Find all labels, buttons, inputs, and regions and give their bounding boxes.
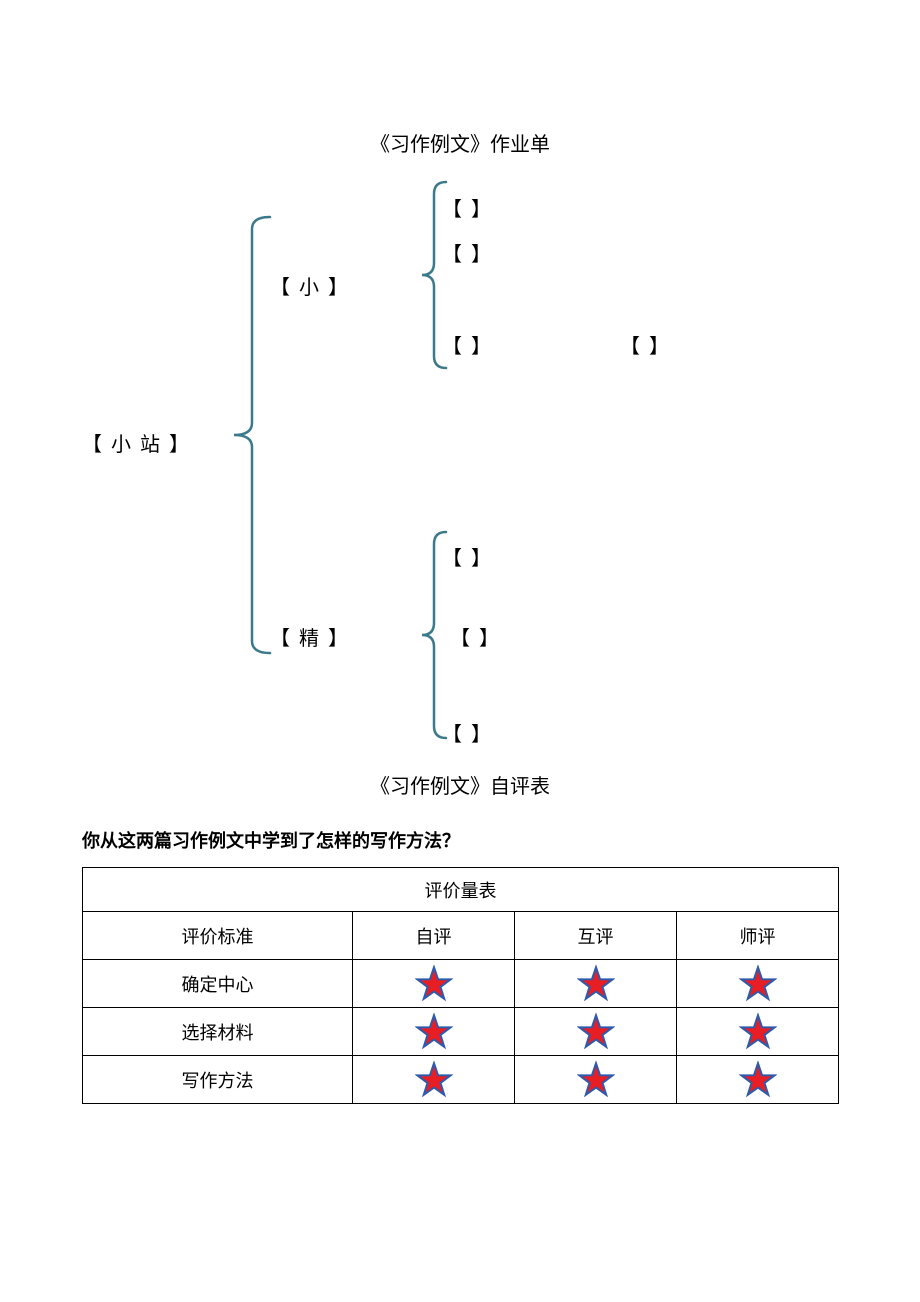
table-cell-star xyxy=(353,1056,515,1104)
diagram-root: 【 小 站 】 xyxy=(82,428,191,457)
table-column-header: 评价标准 xyxy=(83,912,353,960)
diagram-leaf: 【 】 xyxy=(442,718,493,747)
table-title: 评价量表 xyxy=(83,868,839,912)
table-row-label: 写作方法 xyxy=(83,1056,353,1104)
star-icon xyxy=(577,965,615,1003)
star-icon xyxy=(739,1061,777,1099)
brace-main xyxy=(232,215,272,655)
diagram-leaf: 【 】 xyxy=(442,330,493,359)
table-cell-star xyxy=(353,1008,515,1056)
diagram-leaf: 【 】 xyxy=(442,238,493,267)
table-cell-star xyxy=(677,960,839,1008)
table-row-label: 选择材料 xyxy=(83,1008,353,1056)
star-icon xyxy=(415,965,453,1003)
star-icon xyxy=(739,1013,777,1051)
table-cell-star xyxy=(353,960,515,1008)
table-cell-star xyxy=(677,1056,839,1104)
question-text: 你从这两篇习作例文中学到了怎样的写作方法？ xyxy=(82,827,460,853)
table-row-label: 确定中心 xyxy=(83,960,353,1008)
table-cell-star xyxy=(515,1056,677,1104)
star-icon xyxy=(577,1013,615,1051)
diagram-leaf: 【 】 xyxy=(620,330,671,359)
evaluation-table: 评价量表评价标准自评互评师评确定中心选择材料写作方法 xyxy=(82,867,839,1104)
diagram-branch-2: 【 精 】 xyxy=(270,622,350,651)
star-icon xyxy=(415,1061,453,1099)
table-cell-star xyxy=(515,1008,677,1056)
diagram-leaf: 【 】 xyxy=(442,542,493,571)
star-icon xyxy=(739,965,777,1003)
table-column-header: 自评 xyxy=(353,912,515,960)
worksheet-title: 《习作例文》作业单 xyxy=(0,128,920,157)
star-icon xyxy=(577,1061,615,1099)
table-cell-star xyxy=(515,960,677,1008)
diagram-branch-1: 【 小 】 xyxy=(270,271,350,300)
table-cell-star xyxy=(677,1008,839,1056)
star-icon xyxy=(415,1013,453,1051)
diagram-leaf: 【 】 xyxy=(450,622,501,651)
table-column-header: 师评 xyxy=(677,912,839,960)
self-eval-title: 《习作例文》自评表 xyxy=(0,770,920,799)
diagram-leaf: 【 】 xyxy=(442,193,493,222)
table-column-header: 互评 xyxy=(515,912,677,960)
